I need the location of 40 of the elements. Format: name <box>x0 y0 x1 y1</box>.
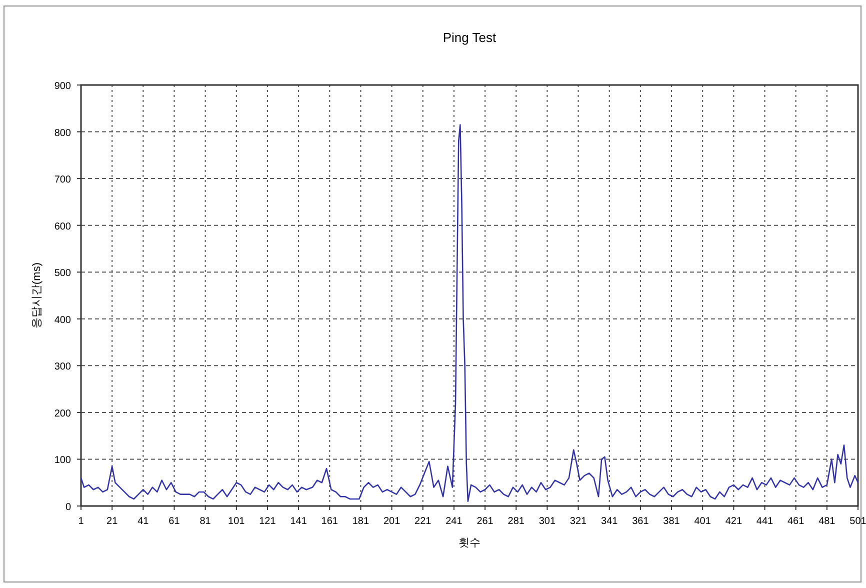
x-tick-label: 461 <box>787 516 805 527</box>
x-tick-label: 401 <box>694 516 712 527</box>
y-tick-label: 0 <box>65 502 72 513</box>
x-tick-label: 241 <box>446 516 463 527</box>
x-tick-label: 121 <box>259 516 276 527</box>
x-tick-label: 41 <box>138 516 150 527</box>
x-tick-label: 281 <box>508 516 525 527</box>
x-tick-label: 481 <box>818 516 836 527</box>
chart-title: Ping Test <box>442 30 496 45</box>
x-tick-label: 201 <box>383 516 401 527</box>
x-tick-label: 441 <box>756 516 774 527</box>
x-tick-label: 81 <box>200 516 212 527</box>
x-axis-title: 횟수 <box>458 537 480 549</box>
y-tick-label: 200 <box>54 408 72 420</box>
y-tick-label: 900 <box>54 81 72 92</box>
y-tick-label: 600 <box>54 221 72 232</box>
x-tick-label: 101 <box>228 516 246 527</box>
x-tick-label: 361 <box>632 516 650 527</box>
x-tick-label: 221 <box>414 516 432 527</box>
y-tick-label: 500 <box>54 268 72 280</box>
x-tick-label: 181 <box>352 516 370 527</box>
y-axis-title: 응답시간(ms) <box>31 262 43 328</box>
x-tick-label: 61 <box>168 516 180 527</box>
x-tick-label: 1 <box>78 516 84 527</box>
x-tick-label: 301 <box>538 516 556 527</box>
x-tick-label: 261 <box>476 516 494 527</box>
x-tick-label: 421 <box>725 516 742 527</box>
line-series <box>80 124 859 502</box>
x-tick-label: 341 <box>601 516 618 527</box>
x-tick-label: 141 <box>290 516 308 527</box>
y-tick-label: 700 <box>54 174 72 186</box>
y-tick-label: 400 <box>54 314 72 326</box>
y-tick-label: 800 <box>54 128 72 139</box>
y-tick-label: 100 <box>54 455 72 466</box>
x-tick-label: 21 <box>106 516 118 527</box>
x-tick-label: 161 <box>321 516 338 527</box>
x-tick-label: 381 <box>663 516 680 527</box>
x-tick-label: 321 <box>570 516 588 527</box>
y-tick-label: 300 <box>54 362 72 373</box>
x-tick-label: 501 <box>850 516 866 527</box>
